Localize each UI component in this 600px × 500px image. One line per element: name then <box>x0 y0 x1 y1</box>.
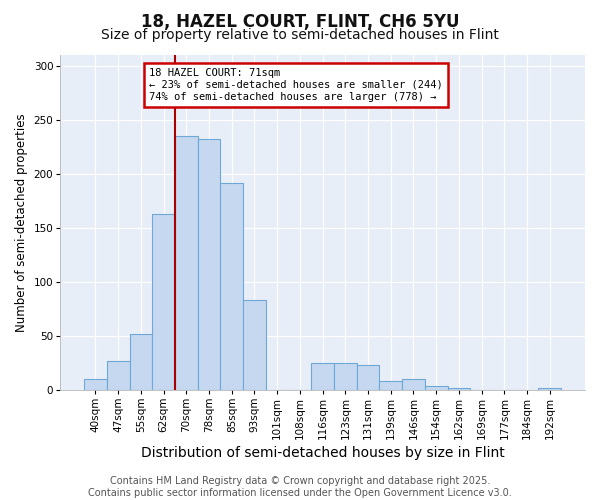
Bar <box>130 334 152 390</box>
Bar <box>175 136 197 390</box>
Y-axis label: Number of semi-detached properties: Number of semi-detached properties <box>15 113 28 332</box>
Bar <box>356 365 379 390</box>
Bar <box>243 300 266 390</box>
Bar <box>379 382 402 390</box>
Text: Size of property relative to semi-detached houses in Flint: Size of property relative to semi-detach… <box>101 28 499 42</box>
Bar <box>197 140 220 390</box>
Text: 18 HAZEL COURT: 71sqm
← 23% of semi-detached houses are smaller (244)
74% of sem: 18 HAZEL COURT: 71sqm ← 23% of semi-deta… <box>149 68 443 102</box>
Bar <box>107 361 130 390</box>
Bar <box>448 388 470 390</box>
Bar <box>538 388 561 390</box>
Bar <box>220 182 243 390</box>
Bar <box>152 214 175 390</box>
Bar <box>425 386 448 390</box>
Text: Contains HM Land Registry data © Crown copyright and database right 2025.
Contai: Contains HM Land Registry data © Crown c… <box>88 476 512 498</box>
Bar <box>334 363 356 390</box>
Bar <box>84 379 107 390</box>
Bar <box>311 363 334 390</box>
Bar <box>402 379 425 390</box>
X-axis label: Distribution of semi-detached houses by size in Flint: Distribution of semi-detached houses by … <box>141 446 505 460</box>
Text: 18, HAZEL COURT, FLINT, CH6 5YU: 18, HAZEL COURT, FLINT, CH6 5YU <box>141 12 459 30</box>
